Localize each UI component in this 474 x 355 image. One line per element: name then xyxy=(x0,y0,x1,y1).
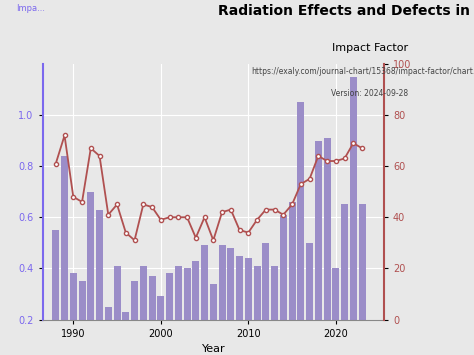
Bar xyxy=(350,77,357,355)
Bar xyxy=(79,281,85,355)
Bar xyxy=(148,276,155,355)
Bar xyxy=(87,192,94,355)
Bar xyxy=(280,215,287,355)
Bar xyxy=(358,204,365,355)
Bar xyxy=(236,256,243,355)
Bar xyxy=(166,273,173,355)
Bar xyxy=(315,141,322,355)
Bar xyxy=(175,266,182,355)
Bar xyxy=(201,245,208,355)
Bar xyxy=(254,266,261,355)
Bar xyxy=(114,266,120,355)
Bar xyxy=(140,266,147,355)
Text: Impact Factor: Impact Factor xyxy=(332,43,408,53)
Bar xyxy=(289,202,296,355)
Bar xyxy=(52,230,59,355)
Text: https://exaly.com/journal-chart/15368/impact-factor/chart.svg: https://exaly.com/journal-chart/15368/im… xyxy=(251,67,474,76)
Bar xyxy=(324,138,330,355)
Bar xyxy=(70,273,77,355)
Bar xyxy=(131,281,138,355)
Bar xyxy=(210,284,217,355)
Bar xyxy=(183,268,191,355)
Bar xyxy=(96,209,103,355)
Bar xyxy=(297,102,304,355)
Bar xyxy=(332,268,339,355)
Bar xyxy=(262,243,269,355)
Bar xyxy=(306,243,313,355)
X-axis label: Year: Year xyxy=(201,344,225,354)
Text: Version: 2024-09-28: Version: 2024-09-28 xyxy=(331,89,408,98)
Bar xyxy=(245,258,252,355)
Bar xyxy=(271,266,278,355)
Bar xyxy=(341,204,348,355)
Bar xyxy=(228,248,234,355)
Bar xyxy=(192,261,199,355)
Bar xyxy=(122,312,129,355)
Bar xyxy=(61,156,68,355)
Bar xyxy=(157,296,164,355)
Bar xyxy=(219,245,226,355)
Bar xyxy=(105,307,112,355)
Text: Impa...: Impa... xyxy=(16,4,46,12)
Text: Radiation Effects and Defects in Solids: Radiation Effects and Defects in Solids xyxy=(218,4,474,17)
